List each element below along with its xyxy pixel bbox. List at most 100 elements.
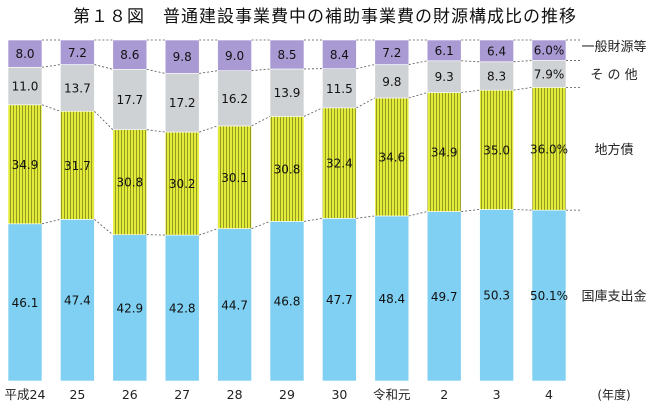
data-label: 8.3	[487, 69, 506, 83]
data-label: 16.2	[221, 92, 248, 106]
data-label: 34.9	[12, 158, 39, 172]
x-tick-label: 3	[493, 387, 501, 402]
data-label: 6.0%	[534, 44, 565, 58]
data-label: 13.7	[64, 81, 91, 95]
bar-segment	[269, 221, 305, 382]
chart-title: 第１８図 普通建設事業費中の補助事業費の財源構成比の推移	[73, 7, 577, 27]
data-label: 7.2	[382, 46, 401, 60]
connector-line	[199, 70, 218, 74]
bar-segment	[531, 39, 567, 61]
data-label: 35.0	[483, 143, 510, 157]
connector-line	[461, 209, 480, 212]
bar-segment	[374, 97, 410, 217]
bar-segment	[164, 234, 200, 382]
connector-line	[461, 89, 480, 93]
connector-line	[513, 87, 533, 91]
data-label: 30.1	[221, 171, 248, 185]
connector-line	[94, 110, 114, 130]
bar-segment	[531, 87, 567, 211]
x-tick-label: 4	[545, 387, 553, 402]
x-axis: 平成24 25 26 27 28 29 30 令和元 2 3 4 (年度)	[5, 387, 631, 402]
data-label: 8.4	[330, 48, 349, 62]
connector-line	[199, 228, 218, 236]
connector-line	[251, 68, 271, 72]
bar-segment	[112, 69, 148, 130]
data-label: 9.8	[382, 75, 401, 89]
data-label: 8.5	[277, 48, 296, 62]
x-tick-label: 令和元	[373, 387, 411, 402]
bar-segment	[112, 129, 148, 236]
data-label: 9.3	[435, 70, 454, 84]
bar-segment	[322, 39, 357, 69]
x-tick-label: 28	[227, 387, 243, 402]
bar-segment	[322, 107, 357, 219]
data-label: 49.7	[431, 290, 458, 304]
bar-segment	[60, 39, 95, 65]
bar-segment	[112, 234, 148, 382]
data-label: 6.1	[435, 44, 454, 58]
data-label: 42.8	[169, 302, 196, 316]
x-tick-label: 2	[440, 387, 448, 402]
data-label: 31.7	[64, 159, 91, 173]
connector-line	[303, 217, 323, 222]
data-labels: 46.1 34.9 11.0 8.0 47.4 31.7 13.7 7.2 42.9 30.8 17…	[12, 44, 568, 316]
connector-line	[356, 215, 375, 219]
connector-line	[94, 219, 114, 236]
data-label: 17.7	[116, 93, 143, 107]
bar-segment	[164, 73, 200, 133]
bar-segment	[60, 64, 95, 112]
legend: 国庫支出金 地方債 そ の 他 一般財源等	[581, 39, 646, 305]
bar-segment	[426, 211, 462, 382]
bar-segment	[479, 39, 514, 63]
connector-line	[251, 116, 271, 127]
data-label: 30.8	[116, 176, 143, 190]
data-label: 30.2	[169, 177, 196, 191]
data-label: 32.4	[326, 157, 353, 171]
connector-line	[41, 64, 61, 68]
bar-segment	[112, 39, 148, 70]
connector-line	[303, 107, 323, 117]
data-label: 50.3	[483, 289, 510, 303]
connector-line	[356, 97, 375, 109]
x-tick-label: 26	[122, 387, 138, 402]
x-axis-unit-label: (年度)	[597, 387, 630, 402]
data-label: 11.5	[326, 82, 353, 96]
bar-segment	[531, 209, 567, 382]
bar-segment	[217, 39, 252, 71]
bar-segment	[217, 125, 252, 229]
connector-line	[408, 211, 428, 217]
bar-segment	[7, 104, 43, 225]
connector-line	[146, 68, 166, 74]
data-label: 42.9	[116, 301, 143, 315]
x-tick-label: 30	[331, 387, 347, 402]
data-label: 48.4	[378, 292, 405, 306]
bar-segment	[374, 215, 410, 382]
data-label: 11.0	[12, 80, 39, 94]
bar-segment	[164, 131, 200, 236]
connector-line	[251, 221, 271, 229]
data-label: 50.1%	[530, 289, 568, 303]
data-label: 7.2	[68, 46, 87, 60]
bars-group	[7, 39, 567, 382]
legend-label: 一般財源等	[581, 39, 646, 55]
x-tick-label: 平成24	[5, 387, 46, 402]
bar-segment	[269, 116, 305, 222]
bar-segment	[479, 61, 514, 91]
connector-line	[94, 64, 113, 70]
data-label: 34.6	[378, 150, 405, 164]
x-tick-label: 25	[69, 387, 85, 402]
bar-segment	[479, 209, 514, 382]
legend-label: 地方債	[594, 142, 633, 158]
bar-segment	[374, 39, 410, 65]
bar-segment	[7, 223, 43, 382]
connector-line	[408, 92, 428, 99]
x-tick-label: 27	[174, 387, 190, 402]
bar-segment	[426, 60, 462, 93]
bar-segment	[7, 39, 43, 68]
connector-lines	[41, 39, 582, 236]
data-label: 44.7	[221, 298, 248, 312]
data-label: 46.1	[12, 296, 39, 310]
data-label: 8.0	[15, 47, 34, 61]
